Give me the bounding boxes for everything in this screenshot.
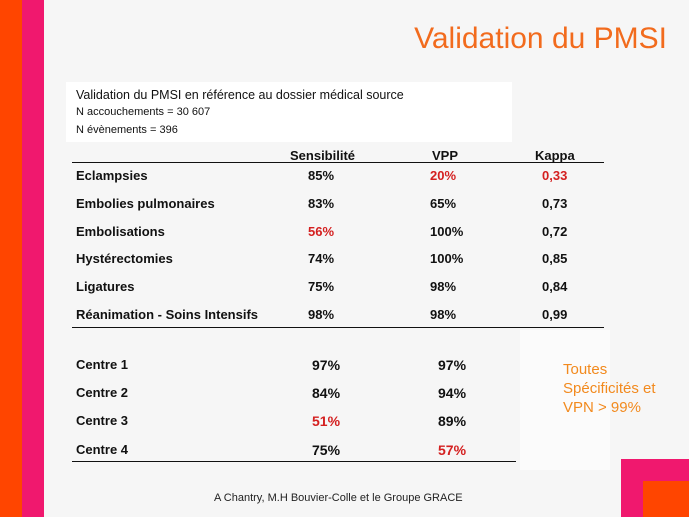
left-pink-bar <box>22 0 44 517</box>
kappa-cell: 0,84 <box>542 279 568 295</box>
table-row: Ligatures 75% 98% 0,84 <box>72 279 604 301</box>
sensibilite-cell: 74% <box>308 251 335 267</box>
table-row: Centre 4 75% 57% <box>72 442 604 464</box>
table-row: Centre 1 97% 97% <box>72 357 604 379</box>
sensibilite-cell: 85% <box>308 168 335 183</box>
row-label: Eclampsies <box>76 168 148 183</box>
vpp-cell: 98% <box>430 279 457 295</box>
sensibilite-cell: 83% <box>308 195 335 211</box>
table-row: Centre 3 51% 89% <box>72 413 604 435</box>
table-bottom-rule <box>72 461 516 462</box>
vpp-cell: 57% <box>438 441 467 458</box>
table-row: Embolisations 56% 100% 0,72 <box>72 224 604 246</box>
kappa-cell: 0,85 <box>542 251 568 267</box>
vpp-cell: 98% <box>430 307 457 322</box>
sensibilite-cell: 56% <box>308 223 335 239</box>
row-label: Centre 4 <box>76 441 129 457</box>
row-label: Centre 2 <box>76 385 129 401</box>
vpp-cell: 20% <box>430 168 457 183</box>
col-header-sensibilite: Sensibilité <box>290 148 356 163</box>
sensibilite-cell: 84% <box>312 385 341 402</box>
table-middle-rule <box>72 327 604 328</box>
row-label: Centre 1 <box>76 357 129 372</box>
vpp-cell: 100% <box>430 223 464 239</box>
header-line-2: N accouchements = 30 607 <box>76 106 211 118</box>
header-line-1: Validation du PMSI en référence au dossi… <box>76 88 404 102</box>
table-row: Eclampsies 85% 20% 0,33 <box>72 168 604 190</box>
corner-orange-block <box>643 481 689 517</box>
note-text: Toutes Spécificités et VPN > 99% <box>563 361 656 416</box>
vpp-cell: 89% <box>438 413 467 430</box>
header-line-3: N évènements = 396 <box>76 124 178 136</box>
col-header-vpp: VPP <box>432 148 459 163</box>
kappa-cell: 0,72 <box>542 223 568 239</box>
row-label: Réanimation - Soins Intensifs <box>76 307 259 322</box>
vpp-cell: 94% <box>438 385 467 402</box>
vpp-cell: 100% <box>430 251 464 267</box>
kappa-cell: 0,73 <box>542 195 568 211</box>
sensibilite-cell: 97% <box>312 357 341 373</box>
table-row: Réanimation - Soins Intensifs 98% 98% 0,99 <box>72 307 604 329</box>
row-label: Embolies pulmonaires <box>76 195 215 211</box>
left-orange-bar <box>0 0 22 517</box>
kappa-cell: 0,99 <box>542 307 568 322</box>
row-label: Ligatures <box>76 279 135 295</box>
sensibilite-cell: 51% <box>312 413 341 430</box>
col-header-kappa: Kappa <box>535 148 575 163</box>
row-label: Hystérectomies <box>76 251 173 267</box>
table-row: Embolies pulmonaires 83% 65% 0,73 <box>72 196 604 218</box>
note-backdrop <box>520 330 610 470</box>
table-row: Centre 2 84% 94% <box>72 385 604 407</box>
row-label: Centre 3 <box>76 413 129 429</box>
sensibilite-cell: 75% <box>308 279 335 295</box>
vpp-cell: 97% <box>438 357 467 373</box>
table-top-rule <box>72 162 604 163</box>
row-label: Embolisations <box>76 223 165 239</box>
vpp-cell: 65% <box>430 195 457 211</box>
slide-title: Validation du PMSI <box>414 22 667 55</box>
sensibilite-cell: 75% <box>312 441 341 458</box>
kappa-cell: 0,33 <box>542 168 568 183</box>
footer-credit: A Chantry, M.H Bouvier-Colle et le Group… <box>214 492 463 504</box>
header-panel <box>66 82 512 142</box>
table-row: Hystérectomies 74% 100% 0,85 <box>72 251 604 273</box>
sensibilite-cell: 98% <box>308 307 335 322</box>
